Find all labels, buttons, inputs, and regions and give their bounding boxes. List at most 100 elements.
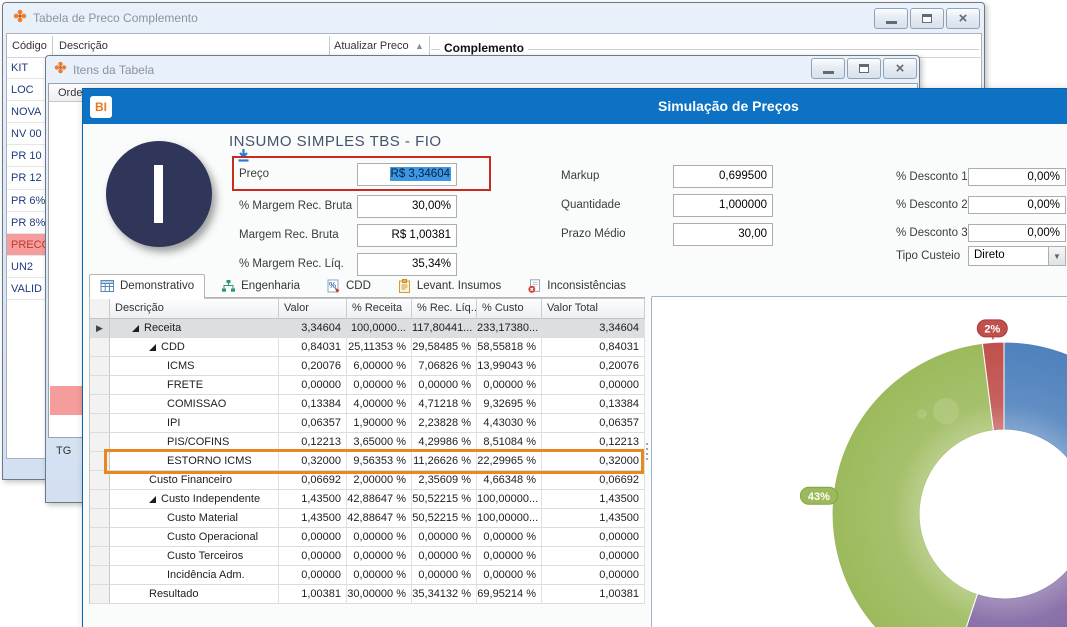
field-label-margem-liq-pct: % Margem Rec. Líq.: [239, 258, 344, 270]
row-value: 0,84031: [279, 338, 347, 357]
margem-bruta-pct-input[interactable]: 30,00%: [357, 195, 457, 218]
tab-cdd[interactable]: % CDD: [316, 275, 381, 298]
tab-demonstrativo[interactable]: Demonstrativo: [89, 274, 206, 299]
simulacao-titlebar[interactable]: BI Simulação de Preços: [83, 89, 1067, 124]
restore-icon: [922, 14, 932, 23]
avatar-letter-i: [154, 165, 163, 223]
margem-liq-pct-input[interactable]: 35,34%: [357, 253, 457, 276]
grid-col-header[interactable]: Valor Total: [542, 299, 645, 319]
grid-col-header[interactable]: % Rec. Líq...: [412, 299, 477, 319]
price-highlight-box: [232, 156, 491, 191]
donut-chart: 43% 2%: [799, 319, 1067, 627]
column-header-descricao[interactable]: Descrição: [59, 40, 108, 52]
highlighted-cell[interactable]: [50, 386, 86, 415]
close-button[interactable]: ×: [946, 8, 980, 29]
grid-row[interactable]: Custo Terceiros 0,00000 0,00000 % 0,00000 %…: [90, 547, 645, 566]
grid-row[interactable]: ESTORNO ICMS 0,32000 9,56353 % 11,26626 % 22…: [90, 452, 645, 471]
grid-row[interactable]: Custo Operacional 0,00000 0,00000 % 0,00000…: [90, 528, 645, 547]
close-button[interactable]: ×: [883, 58, 917, 79]
bi-logo: BI: [90, 96, 112, 118]
itens-titlebar[interactable]: Itens da Tabela: [46, 56, 919, 83]
groupbox-line: [431, 49, 979, 50]
expand-icon[interactable]: [132, 325, 139, 332]
row-value: 8,51084 %: [477, 433, 542, 452]
svg-text:%: %: [329, 281, 336, 290]
tab-engenharia[interactable]: Engenharia: [211, 275, 310, 298]
row-selector: [90, 528, 110, 547]
grid-row[interactable]: Incidência Adm. 0,00000 0,00000 % 0,00000 %…: [90, 566, 645, 585]
tabela-titlebar[interactable]: Tabela de Preco Complemento: [3, 3, 984, 33]
grid-row[interactable]: COMISSAO 0,13384 4,00000 % 4,71218 % 9,32695…: [90, 395, 645, 414]
preco-input[interactable]: R$ 3,34604: [357, 163, 457, 186]
expand-icon[interactable]: [149, 496, 156, 503]
restore-button[interactable]: [910, 8, 944, 29]
grid-row[interactable]: Custo Independente 1,43500 42,88647 % 50,52…: [90, 490, 645, 509]
grid-row[interactable]: PIS/COFINS 0,12213 3,65000 % 4,29986 % 8,510…: [90, 433, 645, 452]
row-description: ICMS: [110, 357, 279, 376]
restore-button[interactable]: [847, 58, 881, 79]
row-selector: [90, 338, 110, 357]
app-logo-icon: [13, 9, 27, 28]
desconto-1-input[interactable]: 0,00%: [968, 168, 1066, 186]
row-value: 1,43500: [279, 490, 347, 509]
field-label-desconto-2: % Desconto 2: [896, 199, 968, 211]
chevron-down-icon[interactable]: ▼: [1048, 247, 1065, 265]
window-title: Simulação de Preços: [658, 98, 799, 114]
row-description: Incidência Adm.: [110, 566, 279, 585]
clipboard-icon: [397, 279, 412, 293]
chart-label-pill: [799, 486, 838, 505]
row-value: 0,00000 %: [412, 566, 477, 585]
close-icon: ×: [895, 59, 905, 77]
splitter-handle[interactable]: [643, 298, 651, 604]
grid-col-header[interactable]: % Receita: [347, 299, 412, 319]
grid-col-header[interactable]: Valor: [279, 299, 347, 319]
markup-input[interactable]: 0,699500: [673, 165, 773, 188]
column-header-codigo[interactable]: Código: [12, 40, 47, 52]
prazo-medio-input[interactable]: 30,00: [673, 223, 773, 246]
grid-col-header[interactable]: Descrição: [110, 299, 279, 319]
desconto-2-input[interactable]: 0,00%: [968, 196, 1066, 214]
grid-row[interactable]: Resultado 1,00381 30,00000 % 35,34132 % 69,9…: [90, 585, 645, 604]
row-value: 50,52215 %: [412, 490, 477, 509]
margem-bruta-input[interactable]: R$ 1,00381: [357, 224, 457, 247]
restore-icon: [859, 64, 869, 73]
tipo-custeio-dropdown[interactable]: Direto ▼: [968, 246, 1066, 266]
row-value: 0,00000: [542, 566, 645, 585]
row-description-label: Custo Material: [167, 512, 238, 524]
row-value: 35,34132 %: [412, 585, 477, 604]
row-value: 42,88647 %: [347, 509, 412, 528]
row-value: 1,90000 %: [347, 414, 412, 433]
grid-row[interactable]: ▶ Receita 3,34604 100,0000... 117,80441... 23…: [90, 319, 645, 338]
grid-row[interactable]: Custo Material 1,43500 42,88647 % 50,52215 …: [90, 509, 645, 528]
column-header-atualizar-preco[interactable]: Atualizar Preco: [334, 40, 409, 52]
row-value: 233,17380...: [477, 319, 542, 338]
row-value: 1,43500: [279, 509, 347, 528]
minimize-button[interactable]: [811, 58, 845, 79]
row-value: 2,00000 %: [347, 471, 412, 490]
grid-row[interactable]: IPI 0,06357 1,90000 % 2,23828 % 4,43030 % 0,0…: [90, 414, 645, 433]
minimize-button[interactable]: [874, 8, 908, 29]
row-description-label: COMISSAO: [167, 398, 227, 410]
row-value: 0,00000 %: [477, 528, 542, 547]
row-selector: [90, 376, 110, 395]
row-description-label: ICMS: [167, 360, 195, 372]
row-value: 7,06826 %: [412, 357, 477, 376]
grid-row[interactable]: Custo Financeiro 0,06692 2,00000 % 2,35609 …: [90, 471, 645, 490]
row-value: 29,58485 %: [412, 338, 477, 357]
row-value: 0,00000 %: [347, 376, 412, 395]
quantidade-input[interactable]: 1,000000: [673, 194, 773, 217]
row-value: 4,29986 %: [412, 433, 477, 452]
row-value: 4,00000 %: [347, 395, 412, 414]
tab-levant-insumos[interactable]: Levant. Insumos: [387, 275, 511, 298]
row-description: Custo Material: [110, 509, 279, 528]
grid-col-header[interactable]: % Custo: [477, 299, 542, 319]
desconto-3-input[interactable]: 0,00%: [968, 224, 1066, 242]
row-value: 4,66348 %: [477, 471, 542, 490]
grid-row[interactable]: CDD 0,84031 25,11353 % 29,58485 % 58,55818 %…: [90, 338, 645, 357]
code-row[interactable]: PRECO: [7, 233, 51, 256]
tab-inconsist-ncias[interactable]: Inconsistências: [517, 275, 636, 298]
expand-icon[interactable]: [149, 344, 156, 351]
grid-row[interactable]: ICMS 0,20076 6,00000 % 7,06826 % 13,99043 % 0…: [90, 357, 645, 376]
grid-row[interactable]: FRETE 0,00000 0,00000 % 0,00000 % 0,00000 % 0…: [90, 376, 645, 395]
row-selector: [90, 414, 110, 433]
